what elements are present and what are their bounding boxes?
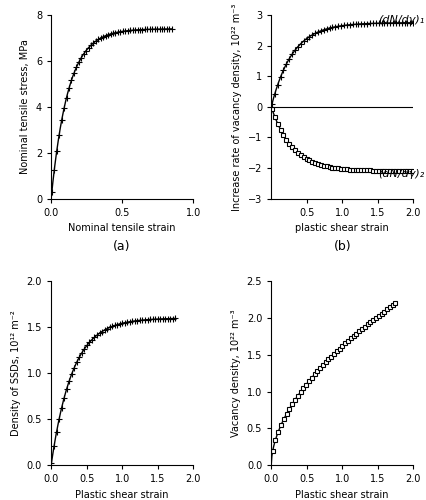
X-axis label: Nominal tensile strain: Nominal tensile strain bbox=[68, 224, 176, 234]
Text: (a): (a) bbox=[113, 240, 131, 253]
X-axis label: Plastic shear strain: Plastic shear strain bbox=[296, 490, 389, 500]
X-axis label: plastic shear strain: plastic shear strain bbox=[295, 224, 389, 234]
Y-axis label: Increase rate of vacancy density, 10²² m⁻³: Increase rate of vacancy density, 10²² m… bbox=[232, 3, 242, 210]
Text: (dN/dγ)₁: (dN/dγ)₁ bbox=[378, 14, 424, 24]
X-axis label: Plastic shear strain: Plastic shear strain bbox=[75, 490, 169, 500]
Y-axis label: Vacancy density, 10²² m⁻³: Vacancy density, 10²² m⁻³ bbox=[231, 310, 241, 437]
Text: (b): (b) bbox=[334, 240, 351, 253]
Text: (dN/dγ)₂: (dN/dγ)₂ bbox=[378, 169, 424, 179]
Y-axis label: Nominal tensile stress, MPa: Nominal tensile stress, MPa bbox=[20, 40, 30, 174]
Y-axis label: Density of SSDs, 10¹² m⁻²: Density of SSDs, 10¹² m⁻² bbox=[11, 310, 21, 436]
